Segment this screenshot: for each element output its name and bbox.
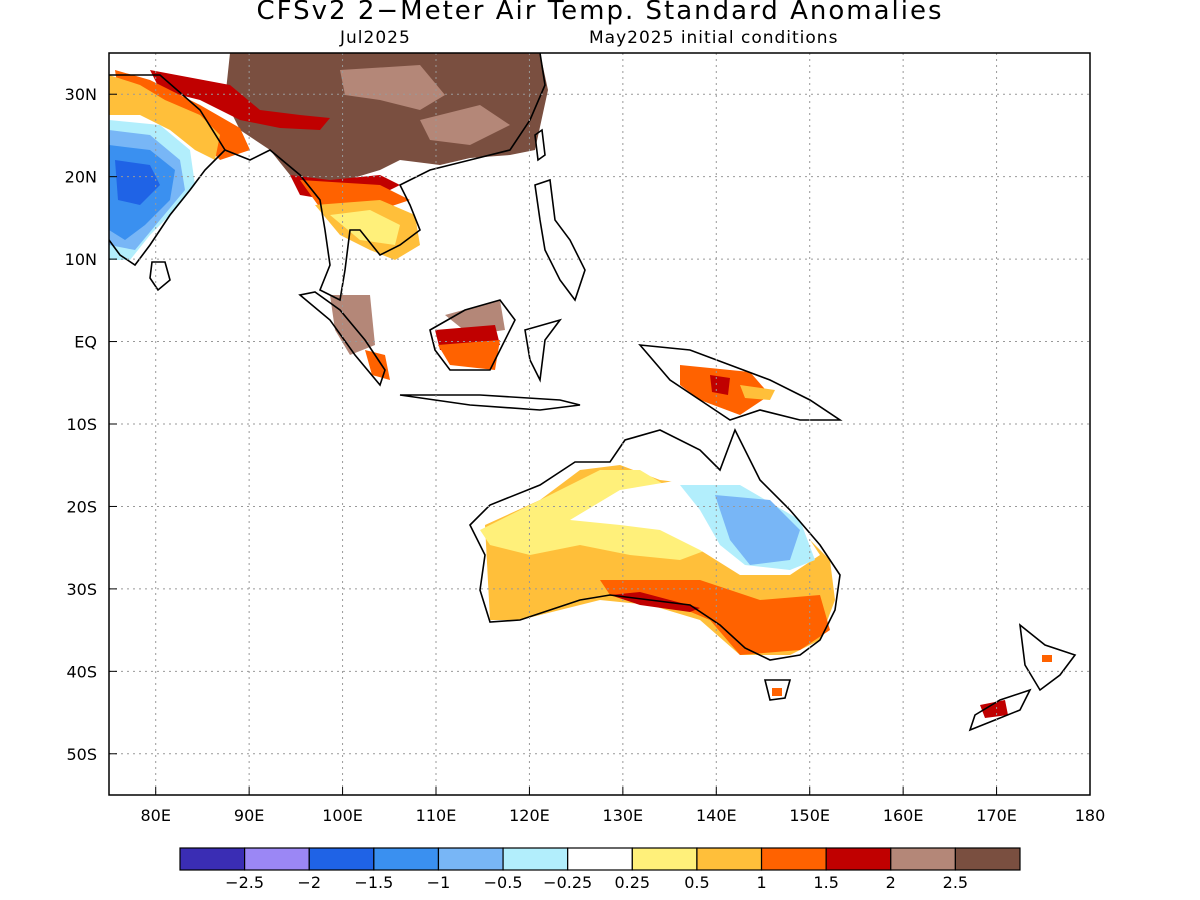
lat-tick-label: 40S [66,662,97,681]
coast-srilanka [149,261,171,292]
colorbar-swatch [502,847,569,871]
coast-sumatra [298,291,386,387]
colorbar-swatch [954,847,1021,871]
colorbar-swatch [631,847,698,871]
coast-india [109,74,227,267]
lon-tick-label: 120E [509,806,550,825]
lat-tick-label: 10N [65,250,97,269]
lon-tick-label: 150E [789,806,830,825]
colorbar-swatch [308,847,375,871]
colorbar-label: 1 [756,873,766,892]
lon-tick-label: 130E [603,806,644,825]
coast-borneo [429,299,516,371]
colorbar-label: −0.25 [543,873,592,892]
lon-tick-label: 110E [416,806,457,825]
shade-australia-orange-south [600,580,830,655]
lon-tick-label: 100E [322,806,363,825]
latitude-axis: 30N 20N 10N EQ 10S 20S 30S 40S 50S [65,85,117,764]
colorbar: −2.5 −2 −1.5 −1 −0.5 −0.25 0.25 0.5 1 1.5 2 2.5 [179,847,1021,892]
colorbar-swatch [373,847,440,871]
longitude-axis: 80E 90E 100E 110E 120E 130E 140E 150E 160E 170E 18… [140,787,1105,825]
lon-tick-label: 160E [883,806,924,825]
colorbar-label: 1.5 [813,873,838,892]
colorbar-label: 0.25 [614,873,650,892]
shade-indochina-lightyellow [330,210,400,245]
shade-newguinea-red [710,375,730,395]
colorbar-swatch [179,847,246,871]
plot-border [108,52,1091,796]
shade-tibet-tan-2 [420,105,510,145]
shade-himalaya-red [150,70,330,130]
colorbar-label: 2 [886,873,896,892]
grid-lines [109,53,1091,795]
colorbar-swatch [890,847,956,871]
lat-tick-label: 30N [65,85,97,104]
colorbar-label: −2 [297,873,321,892]
lat-tick-label: 30S [66,580,97,599]
lat-tick-label: EQ [74,333,97,352]
coastlines [109,53,1077,732]
shade-tibet-brown [225,53,548,185]
shade-australia-cool-blue [715,495,800,565]
lat-tick-label: 50S [66,745,97,764]
colorbar-label: 2.5 [943,873,968,892]
lat-tick-label: 10S [66,415,97,434]
lat-tick-label: 20N [65,168,97,187]
coast-taiwan [534,128,546,162]
coast-newguinea [638,344,843,421]
colorbar-label: −0.5 [484,873,523,892]
shade-newzealand-orange [1042,655,1052,662]
lon-tick-label: 90E [234,806,264,825]
shade-india-cool-core [115,160,160,205]
forecast-month: Jul2025 [340,28,411,48]
shade-india-yellow [109,75,220,160]
coast-australia [469,428,841,661]
colorbar-swatch [244,847,310,871]
colorbar-swatch [825,847,892,871]
anomaly-shading [109,53,1052,718]
colorbar-label: 0.5 [684,873,709,892]
shade-sumatra-orange [365,350,390,380]
lon-tick-label: 170E [976,806,1017,825]
shade-australia-red-south [610,592,700,612]
lat-tick-label: 20S [66,497,97,516]
coast-tasmania [763,679,792,701]
colorbar-label: −1 [427,873,451,892]
coast-sulawesi [524,318,563,383]
colorbar-label: −1.5 [354,873,393,892]
colorbar-swatch [437,847,504,871]
initial-conditions-label: May2025 initial conditions [589,28,839,48]
shade-borneo-orange [438,340,500,370]
shade-tibet-tan [340,65,445,110]
colorbar-swatch [696,847,763,871]
coast-newzealand-north [1018,623,1077,692]
shade-newzealand-red [980,700,1008,718]
coast-philippines [534,178,586,302]
lon-tick-label: 140E [696,806,737,825]
map-title: CFSv2 2−Meter Air Temp. Standard Anomali… [256,0,944,26]
colorbar-swatch [760,847,827,871]
shade-newguinea-yellow [740,385,775,400]
colorbar-swatch [567,847,633,871]
shade-tasmania-orange [772,688,782,696]
lon-tick-label: 180 [1075,806,1106,825]
coast-java [399,394,581,411]
coast-mainland-asia [224,53,546,302]
lon-tick-label: 80E [140,806,170,825]
coast-newzealand-south [968,688,1032,732]
colorbar-label: −2.5 [225,873,264,892]
